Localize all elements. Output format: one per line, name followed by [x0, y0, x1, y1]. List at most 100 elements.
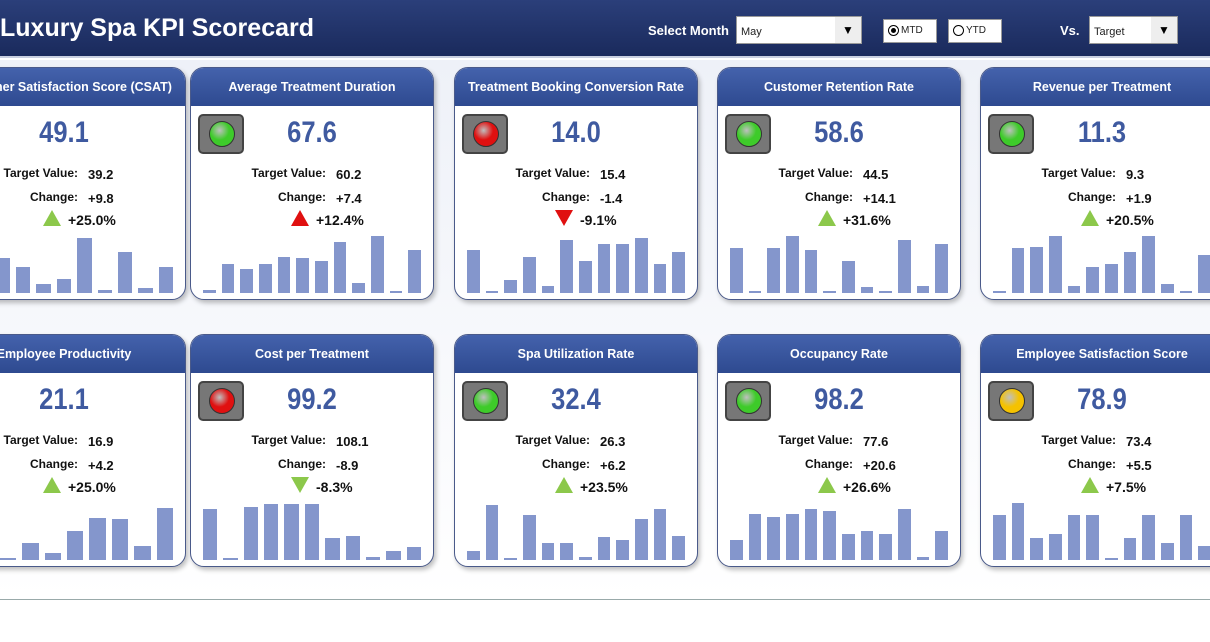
- kpi-title: Revenue per Treatment: [981, 68, 1210, 106]
- ytd-radio[interactable]: YTD: [948, 19, 1002, 43]
- trend-bar-chart: [467, 235, 686, 293]
- change-percent: +12.4%: [316, 212, 364, 228]
- trend-bar: [1161, 542, 1174, 560]
- month-value: May: [741, 26, 762, 38]
- kpi-card: Occupancy Rate 98.2 Target Value: 77.6 C…: [717, 334, 961, 567]
- trend-bar: [156, 507, 174, 560]
- trend-bar: [748, 513, 762, 560]
- trend-bar: [36, 284, 51, 293]
- target-value: 77.6: [863, 434, 889, 449]
- trend-bar: [365, 557, 381, 560]
- target-label: Target Value:: [1041, 433, 1116, 447]
- kpi-title: Customer Satisfaction Score (CSAT): [0, 68, 185, 106]
- trend-bar: [1030, 537, 1044, 560]
- trend-bar: [223, 558, 238, 560]
- trend-bar: [408, 249, 422, 293]
- trend-bar: [541, 542, 555, 560]
- traffic-light-icon: [462, 114, 508, 154]
- trend-bar: [993, 514, 1006, 560]
- arrow-up-icon: [43, 210, 61, 226]
- kpi-title: Customer Retention Rate: [718, 68, 960, 106]
- trend-bar: [67, 531, 84, 560]
- chevron-down-icon[interactable]: ▼: [835, 17, 861, 43]
- change-value: -1.4: [600, 191, 623, 206]
- trend-bar: [635, 237, 648, 293]
- change-value: +20.6: [863, 458, 896, 473]
- trend-bar: [1105, 264, 1118, 293]
- chevron-down-icon[interactable]: ▼: [1151, 17, 1177, 43]
- trend-bar: [325, 537, 340, 560]
- trend-bar: [842, 261, 855, 293]
- trend-bar: [203, 508, 218, 560]
- trend-bar: [860, 287, 874, 293]
- trend-bar: [1161, 284, 1174, 293]
- trend-bar: [1011, 503, 1025, 560]
- trend-bar: [1049, 236, 1062, 293]
- trend-bar: [134, 545, 151, 560]
- trend-bar: [541, 286, 555, 293]
- trend-bar: [730, 247, 743, 293]
- trend-bar-chart: [203, 235, 422, 293]
- kpi-value: 21.1: [39, 383, 89, 416]
- change-percent: -8.3%: [316, 479, 353, 495]
- target-value: 26.3: [600, 434, 626, 449]
- trend-bar: [467, 249, 480, 293]
- trend-bar: [523, 514, 536, 560]
- trend-bar: [616, 539, 630, 560]
- trend-bar-chart: [0, 235, 173, 293]
- target-label: Target Value:: [778, 166, 853, 180]
- change-label: Change:: [542, 457, 590, 471]
- change-label: Change:: [278, 457, 326, 471]
- trend-bar: [0, 258, 11, 293]
- trend-bar: [804, 249, 818, 293]
- mtd-label: MTD: [901, 25, 923, 37]
- kpi-title: Treatment Booking Conversion Rate: [455, 68, 697, 106]
- target-value: 16.9: [88, 434, 114, 449]
- trend-bar: [1198, 545, 1210, 560]
- target-label: Target Value:: [778, 433, 853, 447]
- kpi-card: Average Treatment Duration 67.6 Target V…: [190, 67, 434, 300]
- trend-bar: [240, 268, 254, 293]
- trend-bar: [277, 257, 291, 293]
- month-dropdown[interactable]: May ▼: [736, 16, 862, 44]
- arrow-up-icon: [291, 210, 309, 226]
- trend-bar: [635, 519, 648, 560]
- kpi-title: Employee Satisfaction Score: [981, 335, 1210, 373]
- trend-bar: [371, 236, 384, 293]
- trend-bar: [1105, 558, 1118, 560]
- trend-bar-chart: [730, 235, 949, 293]
- change-label: Change:: [30, 190, 78, 204]
- trend-bar: [842, 533, 855, 560]
- trend-bar: [579, 261, 592, 293]
- change-label: Change:: [805, 190, 853, 204]
- trend-bar: [935, 243, 949, 293]
- traffic-light-icon: [988, 114, 1034, 154]
- trend-bar: [264, 504, 279, 560]
- select-month-label: Select Month: [648, 23, 729, 38]
- target-value: 15.4: [600, 167, 626, 182]
- kpi-value: 98.2: [814, 383, 864, 416]
- trend-bar: [117, 252, 133, 293]
- vs-label: Vs.: [1060, 23, 1080, 38]
- trend-bar: [1142, 514, 1156, 560]
- trend-bar: [304, 504, 320, 560]
- target-label: Target Value:: [3, 166, 78, 180]
- vs-dropdown[interactable]: Target ▼: [1089, 16, 1178, 44]
- change-label: Change:: [805, 457, 853, 471]
- arrow-up-icon: [1081, 477, 1099, 493]
- arrow-up-icon: [1081, 210, 1099, 226]
- traffic-light-icon: [725, 114, 771, 154]
- trend-bar: [860, 531, 874, 560]
- change-value: +6.2: [600, 458, 626, 473]
- target-value: 9.3: [1126, 167, 1145, 182]
- arrow-up-icon: [818, 477, 836, 493]
- change-value: -8.9: [336, 458, 359, 473]
- trend-bar: [386, 551, 401, 560]
- mtd-radio[interactable]: MTD: [883, 19, 937, 43]
- trend-bar: [1198, 255, 1210, 293]
- target-label: Target Value:: [515, 166, 590, 180]
- trend-bar: [158, 266, 173, 293]
- kpi-value: 99.2: [287, 383, 337, 416]
- kpi-card: Cost per Treatment 99.2 Target Value: 10…: [190, 334, 434, 567]
- page-title: Luxury Spa KPI Scorecard: [0, 14, 315, 42]
